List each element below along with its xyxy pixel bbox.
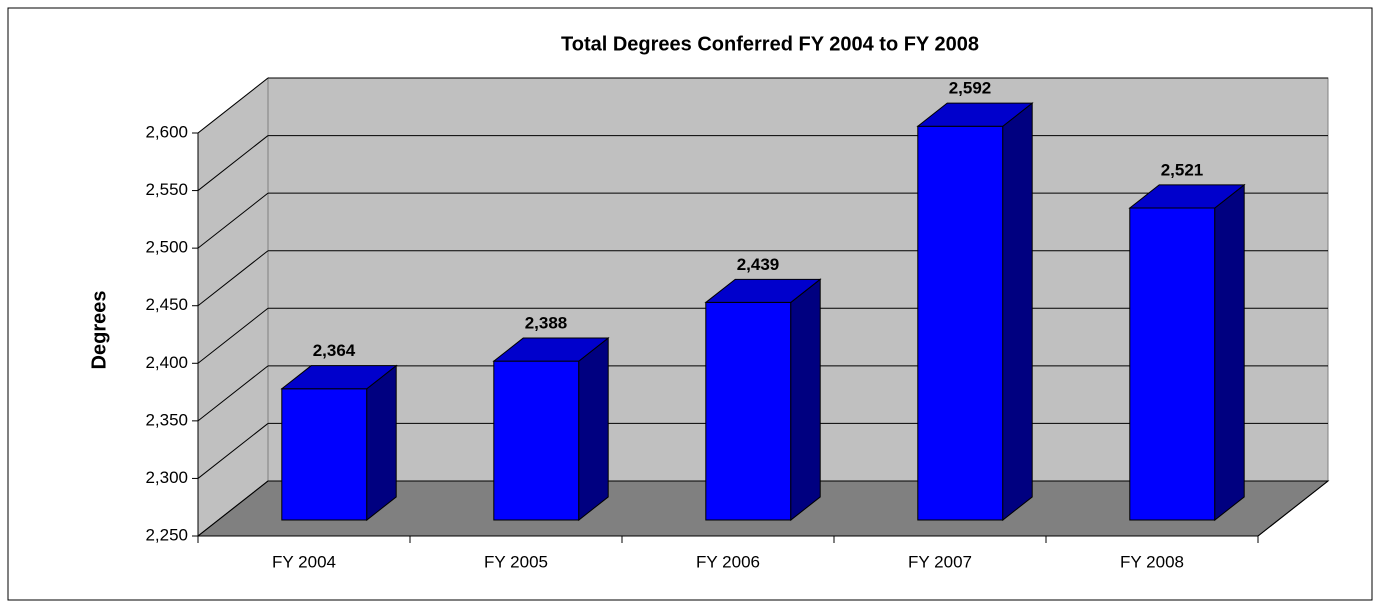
value-label: 2,388 (525, 314, 568, 333)
x-tick-label: FY 2006 (696, 552, 760, 571)
value-label: 2,364 (313, 341, 356, 360)
x-tick-label: FY 2008 (1120, 552, 1184, 571)
x-tick-label: FY 2005 (484, 552, 548, 571)
bar-front (281, 388, 368, 521)
bar (1128, 183, 1246, 522)
y-tick-label: 2,350 (145, 410, 188, 429)
bar-side (578, 337, 609, 522)
side-wall (197, 76, 269, 538)
y-axis-label: Degrees (88, 291, 110, 370)
bar-top (280, 365, 398, 390)
grid-line (197, 480, 269, 537)
bar-side (1214, 183, 1245, 522)
grid-line (197, 192, 269, 249)
floor-edge (1257, 480, 1329, 537)
grid-line (197, 135, 269, 191)
grid-line (197, 307, 269, 364)
bar-front (1129, 207, 1216, 521)
bar-side (1002, 102, 1033, 522)
value-label: 2,521 (1161, 160, 1204, 179)
y-tick-label: 2,600 (145, 122, 188, 141)
y-tick-label: 2,250 (145, 525, 188, 544)
y-tick-label: 2,500 (145, 238, 188, 257)
grid-line (197, 423, 269, 479)
x-tick-label: FY 2004 (272, 552, 336, 571)
x-tick-label: FY 2007 (908, 552, 972, 571)
y-tick-label: 2,450 (145, 295, 188, 314)
bar-front (493, 360, 580, 521)
bar-side (790, 278, 821, 522)
grid-line (197, 250, 269, 307)
y-tick-label: 2,550 (145, 180, 188, 199)
bar-top (492, 337, 610, 362)
value-label: 2,592 (949, 79, 992, 98)
bar-top (1128, 184, 1246, 209)
y-tick-label: 2,300 (145, 468, 188, 487)
bar-top (704, 278, 822, 303)
bar (492, 337, 610, 522)
bar (916, 102, 1034, 522)
bar-front (917, 125, 1004, 521)
bar-side (366, 364, 397, 522)
y-tick-label: 2,400 (145, 353, 188, 372)
bar-top (916, 102, 1034, 127)
bar-front (705, 301, 792, 521)
bar (704, 278, 822, 522)
bar (280, 364, 398, 522)
grid-line (197, 77, 269, 134)
grid-line (197, 365, 269, 422)
value-label: 2,439 (737, 255, 780, 274)
chart-title: Total Degrees Conferred FY 2004 to FY 20… (561, 33, 979, 55)
